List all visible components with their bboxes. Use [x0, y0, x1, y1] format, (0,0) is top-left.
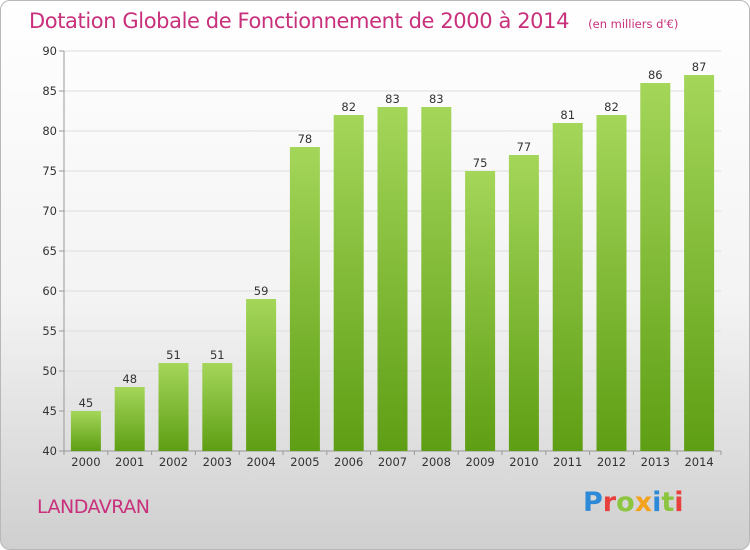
bar — [377, 107, 408, 451]
y-tick-label: 60 — [42, 284, 57, 298]
bar — [640, 83, 671, 451]
data-label: 83 — [385, 92, 400, 106]
chart-unit: (en milliers d'€) — [588, 17, 679, 31]
logo-letter: o — [616, 487, 635, 518]
data-label: 45 — [79, 396, 94, 410]
bar — [508, 155, 539, 451]
data-label: 51 — [166, 348, 181, 362]
y-tick-label: 65 — [42, 244, 57, 258]
bar — [465, 171, 496, 451]
data-label: 81 — [560, 108, 575, 122]
y-tick-label: 80 — [42, 124, 57, 138]
x-tick-label: 2008 — [422, 455, 451, 469]
data-label: 48 — [122, 372, 137, 386]
bar — [596, 115, 627, 451]
data-label: 83 — [429, 92, 444, 106]
chart-title: Dotation Globale de Fonctionnement de 20… — [29, 9, 570, 33]
x-tick-label: 2003 — [203, 455, 232, 469]
bar — [289, 147, 320, 451]
logo-letter: i — [674, 487, 684, 518]
logo-letter: t — [661, 487, 675, 518]
data-label: 82 — [341, 100, 356, 114]
data-label: 82 — [604, 100, 619, 114]
x-tick-label: 2000 — [71, 455, 100, 469]
proxiti-logo: Proxiti — [583, 487, 684, 518]
y-tick-label: 85 — [42, 84, 57, 98]
logo-letter: i — [652, 487, 662, 518]
x-tick-label: 2004 — [246, 455, 275, 469]
data-label: 59 — [254, 284, 269, 298]
data-label: 51 — [210, 348, 225, 362]
x-tick-label: 2013 — [641, 455, 670, 469]
x-tick-label: 2002 — [159, 455, 188, 469]
bar — [246, 299, 277, 451]
x-tick-label: 2010 — [509, 455, 538, 469]
x-tick-label: 2007 — [378, 455, 407, 469]
logo-letter: P — [583, 487, 603, 518]
x-tick-label: 2005 — [290, 455, 319, 469]
x-tick-label: 2006 — [334, 455, 363, 469]
y-tick-label: 70 — [42, 204, 57, 218]
place-name: LANDAVRAN — [37, 496, 150, 518]
chart-title-row: Dotation Globale de Fonctionnement de 20… — [29, 9, 678, 33]
x-tick-label: 2001 — [115, 455, 144, 469]
data-label: 75 — [473, 156, 488, 170]
data-label: 78 — [298, 132, 313, 146]
bars — [70, 75, 715, 451]
data-label: 87 — [692, 60, 707, 74]
bar — [202, 363, 233, 451]
y-tick-label: 45 — [42, 404, 57, 418]
logo-letter: x — [634, 487, 653, 518]
data-label: 77 — [517, 140, 532, 154]
bar — [158, 363, 189, 451]
bar — [70, 411, 101, 451]
bar — [421, 107, 452, 451]
bar — [333, 115, 364, 451]
y-tick-label: 50 — [42, 364, 57, 378]
bar — [684, 75, 715, 451]
x-tick-label: 2009 — [465, 455, 494, 469]
y-tick-label: 55 — [42, 324, 57, 338]
logo-letter: r — [602, 487, 617, 518]
bar — [552, 123, 583, 451]
y-tick-label: 90 — [42, 44, 57, 58]
bar — [114, 387, 145, 451]
y-tick-label: 40 — [42, 444, 57, 458]
y-tick-label: 75 — [42, 164, 57, 178]
x-tick-label: 2011 — [553, 455, 582, 469]
data-label: 86 — [648, 68, 663, 82]
x-tick-label: 2012 — [597, 455, 626, 469]
labels: 45 2000 48 2001 51 2002 51 2003 59 2004 78 2005 82 20… — [71, 60, 713, 469]
x-tick-label: 2014 — [684, 455, 713, 469]
